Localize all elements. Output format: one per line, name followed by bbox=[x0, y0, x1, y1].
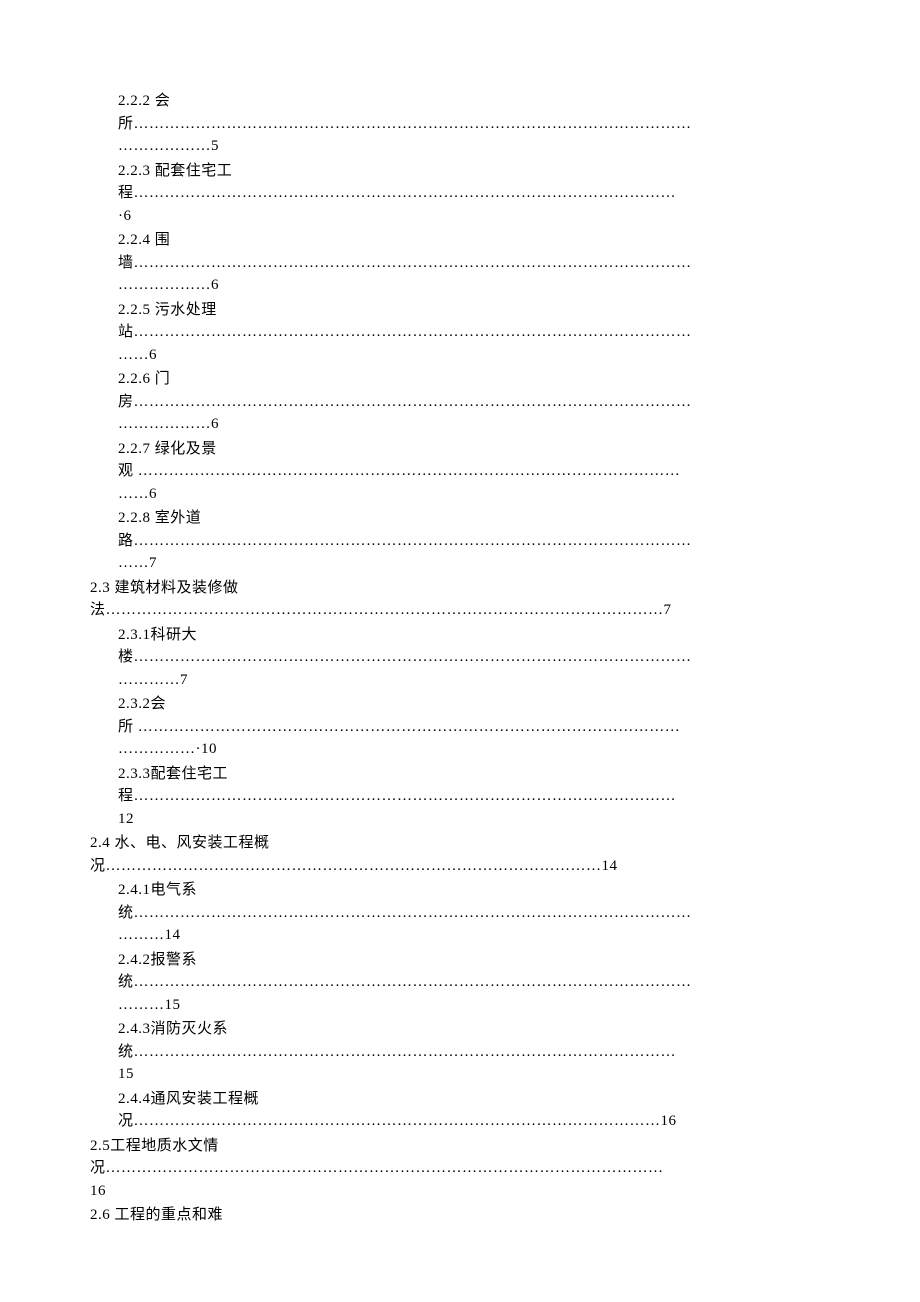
toc-entry: 2.2.8 室外道路………………………………………………………………………………… bbox=[118, 507, 830, 575]
toc-entry: 2.3.2会所 ……………………………………………………………………………………… bbox=[118, 693, 830, 761]
toc-line: 2.4.2报警系 bbox=[118, 949, 830, 972]
toc-line: 墙……………………………………………………………………………………………… bbox=[118, 252, 830, 275]
toc-entry: 2.4.2报警系统…………………………………………………………………………………… bbox=[118, 949, 830, 1017]
toc-entry: 2.6 工程的重点和难 bbox=[90, 1204, 830, 1227]
toc-entry: 2.3.3配套住宅工程……………………………………………………………………………… bbox=[118, 763, 830, 831]
toc-line: ………14 bbox=[118, 924, 830, 947]
toc-line: 所……………………………………………………………………………………………… bbox=[118, 113, 830, 136]
toc-line: 2.4 水、电、风安装工程概 bbox=[90, 832, 830, 855]
toc-entry: 2.3 建筑材料及装修做法………………………………………………………………………… bbox=[90, 577, 830, 622]
toc-line: ………………6 bbox=[118, 413, 830, 436]
toc-line: 12 bbox=[118, 808, 830, 831]
toc-line: 况…………………………………………………………………………………………16 bbox=[118, 1110, 830, 1133]
toc-line: …………7 bbox=[118, 669, 830, 692]
toc-line: 观 …………………………………………………………………………………………… bbox=[118, 460, 830, 483]
toc-line: 2.2.7 绿化及景 bbox=[118, 438, 830, 461]
toc-line: 况……………………………………………………………………………………14 bbox=[90, 855, 830, 878]
table-of-contents: 2.2.2 会所……………………………………………………………………………………… bbox=[0, 90, 920, 1227]
toc-line: ……6 bbox=[118, 483, 830, 506]
toc-line: 2.3.1科研大 bbox=[118, 624, 830, 647]
toc-line: ………15 bbox=[118, 994, 830, 1017]
toc-entry: 2.2.4 围墙……………………………………………………………………………………… bbox=[118, 229, 830, 297]
toc-line: 统……………………………………………………………………………………………… bbox=[118, 902, 830, 925]
toc-line: 统……………………………………………………………………………………………… bbox=[118, 971, 830, 994]
toc-line: 16 bbox=[90, 1180, 830, 1203]
toc-entry: 2.5工程地质水文情况……………………………………………………………………………… bbox=[90, 1135, 830, 1203]
toc-line: 2.2.5 污水处理 bbox=[118, 299, 830, 322]
toc-line: 2.4.4通风安装工程概 bbox=[118, 1088, 830, 1111]
toc-entry: 2.2.5 污水处理站……………………………………………………………………………… bbox=[118, 299, 830, 367]
toc-line: 2.3.3配套住宅工 bbox=[118, 763, 830, 786]
toc-line: ………………5 bbox=[118, 135, 830, 158]
toc-line: 2.2.2 会 bbox=[118, 90, 830, 113]
toc-line: 路……………………………………………………………………………………………… bbox=[118, 530, 830, 553]
toc-line: 2.2.3 配套住宅工 bbox=[118, 160, 830, 183]
toc-entry: 2.4.4通风安装工程概况………………………………………………………………………… bbox=[118, 1088, 830, 1133]
toc-line: 2.3 建筑材料及装修做 bbox=[90, 577, 830, 600]
toc-entry: 2.3.1科研大楼…………………………………………………………………………………… bbox=[118, 624, 830, 692]
toc-line: 统…………………………………………………………………………………………… bbox=[118, 1041, 830, 1064]
toc-line: 2.2.4 围 bbox=[118, 229, 830, 252]
toc-line: 站……………………………………………………………………………………………… bbox=[118, 321, 830, 344]
toc-line: 2.4.1电气系 bbox=[118, 879, 830, 902]
toc-entry: 2.2.6 门房……………………………………………………………………………………… bbox=[118, 368, 830, 436]
toc-line: 房……………………………………………………………………………………………… bbox=[118, 391, 830, 414]
toc-line: 程…………………………………………………………………………………………… bbox=[118, 785, 830, 808]
toc-line: 程…………………………………………………………………………………………… bbox=[118, 182, 830, 205]
toc-entry: 2.2.7 绿化及景观 …………………………………………………………………………… bbox=[118, 438, 830, 506]
toc-line: 2.5工程地质水文情 bbox=[90, 1135, 830, 1158]
toc-line: ……6 bbox=[118, 344, 830, 367]
toc-line: 2.2.8 室外道 bbox=[118, 507, 830, 530]
toc-line: 15 bbox=[118, 1063, 830, 1086]
toc-entry: 2.4.3消防灭火系统……………………………………………………………………………… bbox=[118, 1018, 830, 1086]
toc-entry: 2.2.3 配套住宅工程…………………………………………………………………………… bbox=[118, 160, 830, 228]
toc-line: ·6 bbox=[118, 205, 830, 228]
toc-line: ………………6 bbox=[118, 274, 830, 297]
toc-line: ……7 bbox=[118, 552, 830, 575]
toc-entry: 2.4.1电气系统…………………………………………………………………………………… bbox=[118, 879, 830, 947]
toc-line: 法………………………………………………………………………………………………7 bbox=[90, 599, 830, 622]
toc-line: 2.2.6 门 bbox=[118, 368, 830, 391]
toc-line: 楼……………………………………………………………………………………………… bbox=[118, 646, 830, 669]
toc-line: 所 …………………………………………………………………………………………… bbox=[118, 716, 830, 739]
toc-line: 2.3.2会 bbox=[118, 693, 830, 716]
toc-entry: 2.4 水、电、风安装工程概况…………………………………………………………………… bbox=[90, 832, 830, 877]
toc-entry: 2.2.2 会所……………………………………………………………………………………… bbox=[118, 90, 830, 158]
toc-line: 况……………………………………………………………………………………………… bbox=[90, 1157, 830, 1180]
toc-line: 2.4.3消防灭火系 bbox=[118, 1018, 830, 1041]
toc-line: 2.6 工程的重点和难 bbox=[90, 1204, 830, 1227]
toc-line: ……………·10 bbox=[118, 738, 830, 761]
